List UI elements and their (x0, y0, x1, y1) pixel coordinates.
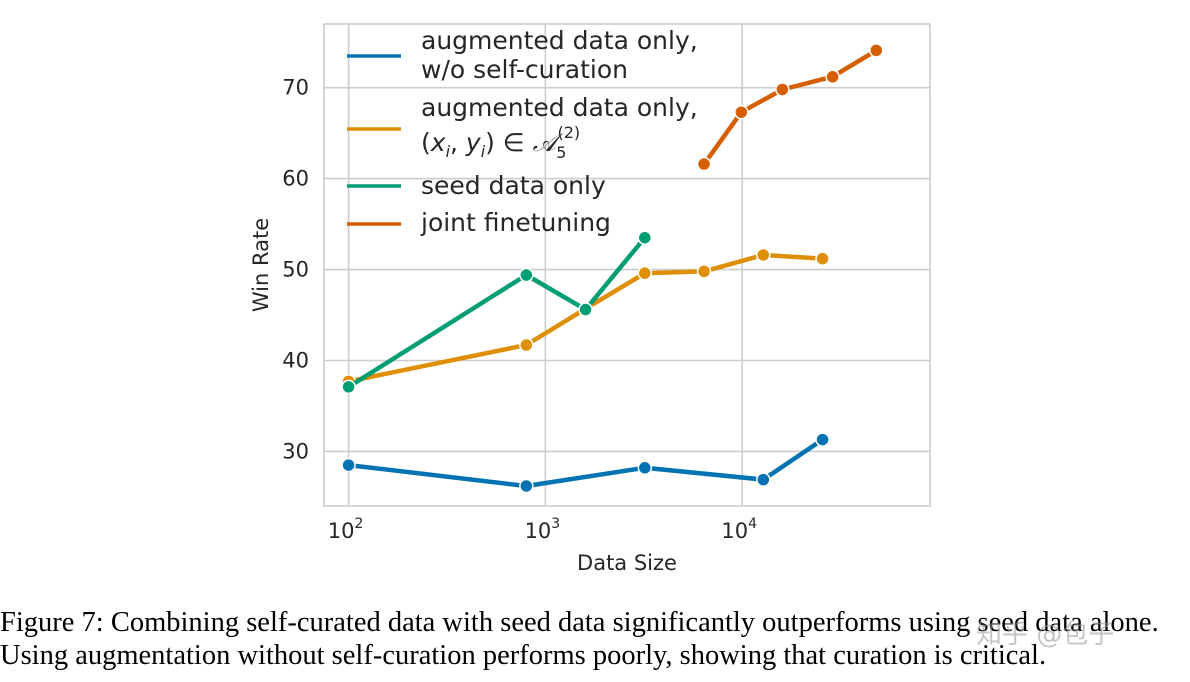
x-tick-exponent-2: 4 (748, 516, 757, 532)
plot-frame (323, 23, 931, 507)
point-2-0 (341, 379, 356, 395)
x-tick-base-2: 10 (721, 519, 748, 543)
y-tick-label-2: 50 (282, 258, 309, 282)
series-line-1 (346, 252, 825, 384)
point-2-1 (519, 267, 534, 283)
legend-math-comma: , (450, 128, 466, 157)
series-line-2 (346, 235, 648, 390)
y-tick-labels: 30 40 50 60 70 (282, 76, 309, 464)
legend-math-i2: i (481, 142, 486, 161)
point-3-2 (775, 82, 790, 97)
series-line-0 (346, 437, 825, 489)
legend-math-open: ( (421, 128, 431, 157)
legend-label-1-math: (xi, yi) ∈ 𝒜5(2) (421, 123, 580, 162)
legend-label-1a: augmented data only, (421, 93, 698, 122)
legend-label-0b: w/o self-curation (421, 55, 628, 84)
y-tick-label-1: 40 (282, 348, 309, 372)
point-0-3 (756, 472, 771, 487)
point-0-2 (637, 460, 653, 476)
y-axis-label: Win Rate (249, 218, 273, 312)
y-tick-label-4: 70 (282, 76, 309, 100)
point-1-1 (519, 337, 534, 353)
legend: augmented data only, w/o self-curation a… (347, 26, 698, 237)
x-tick-label-2: 104 (721, 516, 757, 543)
point-3-1 (734, 104, 749, 120)
series-3 (696, 43, 884, 172)
legend-label-0a: augmented data only, (421, 26, 698, 55)
legend-math-close: ) ∈ (485, 128, 532, 157)
legend-math-y: y (465, 128, 482, 157)
point-3-0 (696, 156, 712, 172)
legend-math-i1: i (446, 142, 451, 161)
x-tick-labels: 102 103 104 (328, 516, 757, 543)
caption-line-1: Figure 7: Combining self-curated data wi… (0, 607, 1159, 638)
legend-math-sup: (2) (557, 123, 580, 142)
point-0-1 (519, 478, 534, 494)
point-3-4 (869, 43, 884, 58)
point-1-5 (756, 247, 771, 263)
legend-label-2: seed data only (421, 171, 606, 200)
series-1 (341, 247, 830, 389)
x-tick-label-0: 102 (328, 516, 364, 543)
x-tick-base-1: 10 (525, 519, 552, 543)
x-tick-exponent-1: 3 (551, 516, 560, 532)
y-tick-label-3: 60 (282, 167, 309, 191)
series-2 (341, 230, 653, 395)
series-line-3 (701, 48, 879, 167)
point-3-3 (825, 69, 840, 84)
y-tick-label-0: 30 (282, 439, 309, 463)
x-tick-base-0: 10 (328, 519, 355, 543)
figure-caption: Figure 7: Combining self-curated data wi… (0, 606, 1190, 672)
legend-math-x: x (430, 128, 446, 157)
point-2-2 (578, 302, 593, 317)
point-0-0 (341, 457, 356, 473)
watermark: 知乎 @包子 (976, 620, 1115, 650)
series-layer (341, 43, 884, 494)
point-1-3 (637, 265, 653, 281)
x-tick-exponent-0: 2 (354, 516, 363, 532)
x-tick-label-1: 103 (525, 516, 561, 543)
point-1-4 (696, 264, 712, 279)
x-axis-label: Data Size (577, 551, 677, 575)
legend-math-sub: 5 (556, 143, 566, 162)
grid (324, 24, 930, 506)
point-1-6 (815, 251, 830, 266)
point-0-4 (815, 432, 830, 447)
legend-label-3: joint finetuning (420, 208, 611, 237)
caption-line-2: Using augmentation without self-curation… (0, 640, 1047, 671)
series-0 (341, 432, 830, 494)
point-2-3 (637, 230, 653, 245)
